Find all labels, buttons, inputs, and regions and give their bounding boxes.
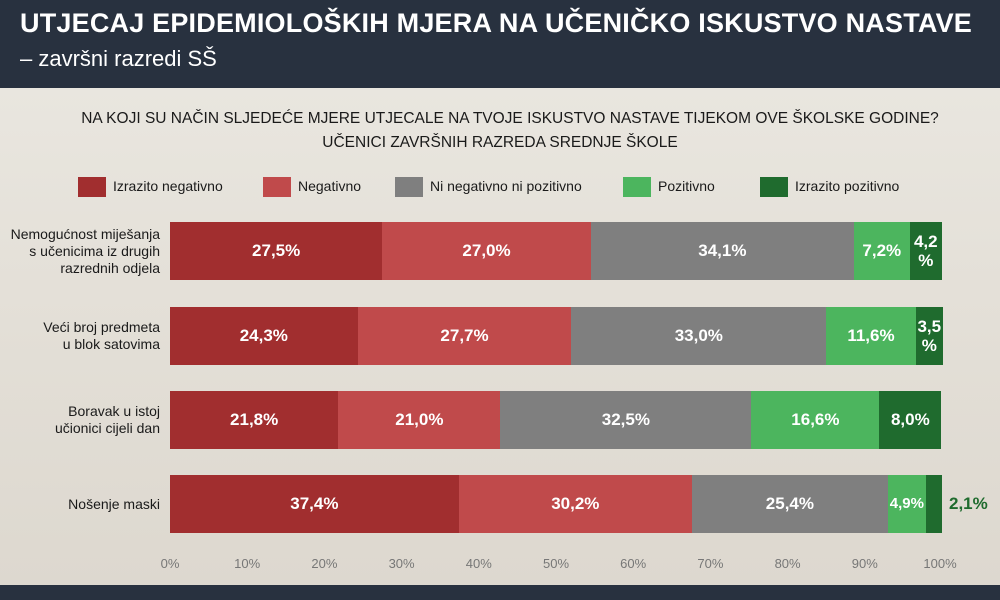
bar-segment: 37,4% xyxy=(170,475,459,533)
data-label-line: % xyxy=(921,336,937,355)
category-label-line: u blok satovima xyxy=(62,336,160,352)
data-label: 3,5% xyxy=(916,317,943,355)
category-label-line: Nemogućnost miješanja xyxy=(10,225,160,242)
category-label-line: učionici cijeli dan xyxy=(54,420,160,436)
bar-segment: 2,1% xyxy=(925,475,988,533)
x-tick-label: 90% xyxy=(851,556,878,571)
bar-segment: 30,2% xyxy=(458,475,692,533)
bar-segment: 11,6% xyxy=(826,307,916,365)
data-label: 27,0% xyxy=(462,241,511,260)
data-label: 27,7% xyxy=(440,326,489,345)
x-tick-label: 30% xyxy=(388,556,415,571)
data-label: 34,1% xyxy=(698,241,747,260)
category-label-line: s učenicima iz drugih xyxy=(29,242,160,259)
legend-swatch xyxy=(623,177,651,197)
data-label: 8,0% xyxy=(890,410,930,429)
data-label: 30,2% xyxy=(551,494,600,513)
x-tick-label: 100% xyxy=(923,556,957,571)
data-label-line: 3,5 xyxy=(917,317,942,336)
legend-swatch xyxy=(395,177,423,197)
category-label-line: Veći broj predmeta xyxy=(43,319,160,335)
x-tick-label: 40% xyxy=(465,556,492,571)
x-tick-label: 50% xyxy=(542,556,570,571)
category-label: Nošenje maski xyxy=(0,496,160,513)
legend-swatch xyxy=(263,177,291,197)
x-tick-label: 70% xyxy=(697,556,724,571)
legend-swatch xyxy=(760,177,788,197)
category-label: Boravak u istoj učionici cijeli dan xyxy=(0,403,160,437)
legend-swatch xyxy=(78,177,106,197)
data-label: 37,4% xyxy=(290,494,339,513)
bar-segment: 27,5% xyxy=(170,222,383,280)
data-label: 27,5% xyxy=(252,241,301,260)
bar-segment: 4,9% xyxy=(887,475,926,533)
data-label: 4,2% xyxy=(910,232,942,270)
bar-segment: 21,0% xyxy=(338,391,501,449)
bar-segment: 7,2% xyxy=(853,222,910,280)
x-tick-label: 20% xyxy=(311,556,338,571)
bar-segment: 33,0% xyxy=(571,307,827,365)
data-label: 7,2% xyxy=(862,241,902,260)
footer-bar xyxy=(0,585,1000,600)
legend-label: Izrazito pozitivno xyxy=(795,178,900,194)
x-tick-label: 0% xyxy=(160,556,180,571)
category-label: Nemogućnost miješanja s učenicima iz drug… xyxy=(0,226,160,277)
category-label-line: Nošenje maski xyxy=(68,495,160,512)
x-tick-label: 10% xyxy=(234,556,261,571)
data-label: 25,4% xyxy=(765,494,814,513)
category-label-line: Boravak u istoj xyxy=(68,403,160,419)
bar-segment: 32,5% xyxy=(500,391,752,449)
legend-label: Negativno xyxy=(298,178,362,194)
bar-segment: 25,4% xyxy=(691,475,888,533)
bar-segment: 3,5% xyxy=(915,307,943,365)
bar-segment: 8,0% xyxy=(879,391,942,449)
bar-segment: 4,2% xyxy=(909,222,942,280)
chart-title: NA KOJI SU NAČIN SLJEDEĆE MJERE UTJECALE… xyxy=(81,110,939,127)
category-label-line: razrednih odjela xyxy=(60,259,160,276)
page-title: UTJECAJ EPIDEMIOLOŠKIH MJERA NA UČENIČKO… xyxy=(20,8,972,38)
legend-label: Pozitivno xyxy=(658,178,715,194)
legend-label: Ni negativno ni pozitivno xyxy=(430,178,582,194)
bar-segment: 21,8% xyxy=(170,391,339,449)
data-label: 21,0% xyxy=(395,410,444,429)
bar-segment: 16,6% xyxy=(751,391,880,449)
data-label: 2,1% xyxy=(948,494,988,513)
data-label: 4,9% xyxy=(889,495,924,512)
data-label: 32,5% xyxy=(601,410,650,429)
data-label-line: % xyxy=(918,251,934,270)
header-banner: UTJECAJ EPIDEMIOLOŠKIH MJERA NA UČENIČKO… xyxy=(0,0,1000,88)
legend-label: Izrazito negativno xyxy=(113,178,223,194)
bar-segment: 24,3% xyxy=(170,307,358,365)
chart-subtitle: UČENICI ZAVRŠNIH RAZREDA SREDNJE ŠKOLE xyxy=(322,134,678,151)
data-label: 33,0% xyxy=(674,326,723,345)
category-label: Veći broj predmeta u blok satovima xyxy=(0,319,160,353)
data-label: 11,6% xyxy=(847,326,895,345)
data-label: 24,3% xyxy=(239,326,288,345)
data-label: 16,6% xyxy=(791,410,840,429)
x-tick-label: 60% xyxy=(620,556,647,571)
page-subtitle: – završni razredi SŠ xyxy=(20,46,217,71)
x-tick-label: 80% xyxy=(774,556,801,571)
bar-segment: 34,1% xyxy=(590,222,854,280)
data-label-line: 4,2 xyxy=(913,232,938,251)
data-label: 21,8% xyxy=(230,410,279,429)
bar-segment: 27,0% xyxy=(382,222,591,280)
bar-segment: 27,7% xyxy=(357,307,572,365)
